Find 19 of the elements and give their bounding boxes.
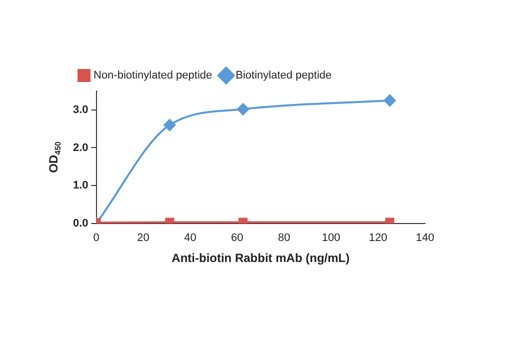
y-tick-label: 3.0 (72, 104, 88, 116)
y-tick-label: 2.0 (72, 142, 88, 154)
x-tick-label: 0 (93, 232, 100, 244)
x-tick-label: 40 (184, 232, 196, 244)
legend-label: Non-biotinylated peptide (94, 70, 212, 82)
y-tick-label: 1.0 (72, 180, 88, 192)
x-tick-label: 140 (416, 232, 434, 244)
point (237, 103, 250, 116)
legend-label: Biotinylated peptide (236, 70, 332, 82)
x-tick-label: 100 (322, 232, 340, 244)
point (384, 94, 396, 106)
y-axis-title: OD450 (46, 140, 62, 173)
y-tick-label: 0.0 (72, 217, 88, 230)
x-tick-label: 80 (278, 232, 290, 244)
x-axis-title: Anti-biotin Rabbit mAb (ng/mL) (172, 251, 350, 266)
x-tick-label: 20 (137, 232, 150, 244)
x-tick-label: 60 (231, 232, 244, 244)
x-tick-label: 120 (368, 232, 388, 244)
point (164, 119, 176, 132)
